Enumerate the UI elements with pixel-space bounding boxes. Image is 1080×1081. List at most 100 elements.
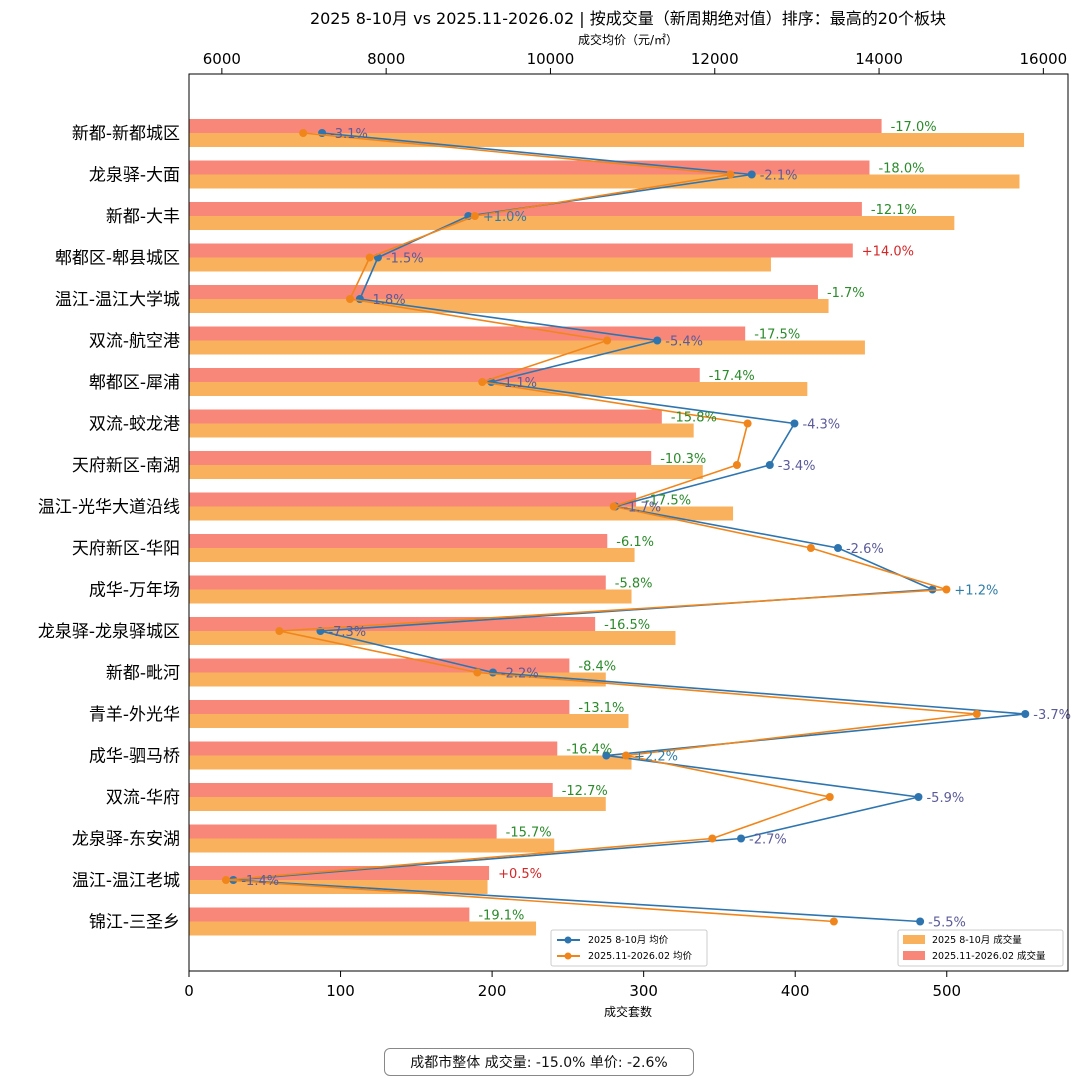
price-point-new [622,751,631,760]
price-point-new [829,917,838,926]
volume-change-label: -12.1% [871,203,917,218]
price-change-label: -7.3% [328,625,366,640]
price-point-old [790,419,799,428]
bar-old-volume [189,631,676,645]
price-point-new [806,544,815,552]
price-point-new [470,212,479,220]
legend-bars: 2025 8-10月 成交量 2025.11-2026.02 成交量 [897,929,1064,967]
category-label: 锦江-三圣乡 [89,913,180,933]
category-label: 天府新区-华阳 [72,539,180,559]
x2-tick-label: 8000 [367,50,405,68]
bar-new-volume [189,243,853,258]
volume-change-label: -8.4% [578,660,616,675]
bar-new-volume [189,907,470,922]
price-point-new [732,461,741,469]
price-point-new [346,295,355,303]
category-label: 郫都区-犀浦 [89,373,180,393]
bar-old-volume [189,589,632,604]
volume-change-label: -5.8% [615,577,653,592]
volume-change-label: -13.1% [578,701,624,716]
price-point-new [825,793,834,801]
volume-change-label: -17.4% [709,369,755,384]
price-point-old [833,544,842,552]
x-tick-label: 0 [184,982,194,1000]
price-change-label: +2.2% [634,750,678,765]
category-label: 新都-毗河 [106,664,180,684]
x-tick-label: 500 [932,982,961,1000]
price-point-old [488,668,497,677]
price-point-new [299,129,308,137]
category-label: 双流-华府 [106,788,180,808]
category-label: 成华-驷马桥 [89,747,180,767]
price-point-old [928,585,937,594]
bar-new-volume [189,741,558,756]
bar-new-volume [189,326,746,341]
price-point-new [603,336,612,345]
volume-change-label: -18.0% [878,162,924,177]
summary-box: 成都市整体 成交量: -15.0% 单价: -2.6% [384,1048,694,1076]
bar-new-volume [189,783,553,797]
bar-old-volume [189,506,734,521]
category-label: 温江-温江大学城 [55,290,180,310]
price-change-label: -5.5% [928,916,966,931]
bar-old-volume [189,921,537,936]
x-tick-label: 200 [478,982,507,1000]
bar-new-volume [189,575,606,590]
x-tick-label: 400 [781,982,810,1000]
category-labels: 新都-新都城区龙泉驿-大面新都-大丰郫都区-郫县城区温江-温江大学城双流-航空港… [38,124,180,933]
price-point-new [221,876,230,884]
category-label: 新都-大丰 [106,207,180,227]
price-change-label: -1.1% [499,376,537,391]
price-change-label: -2.2% [501,667,539,682]
price-change-label: -3.7% [1033,708,1071,723]
price-point-old [765,461,774,469]
bar-old-volume [189,133,1025,147]
price-point-old [653,336,662,345]
bar-old-volume [189,257,771,272]
volume-change-label: -15.7% [506,826,552,841]
price-change-label: -1.7% [623,501,661,516]
bar-layer [189,119,1025,936]
legend-bar-1: 2025 8-10月 成交量 [932,934,1022,946]
volume-change-label: -15.8% [671,411,717,426]
category-label: 青羊-外光华 [89,705,180,725]
x2-tick-label: 6000 [203,50,241,68]
x-axis-ticks: 0 100 200 300 400 500 [184,971,961,1000]
volume-change-label: -16.5% [604,618,650,633]
price-point-old [914,793,923,801]
x2-axis-label: 成交均价（元/㎡） [578,32,678,47]
category-label: 新都-新都城区 [72,124,180,144]
bar-old-volume [189,340,865,355]
price-change-label: -1.4% [241,874,279,889]
price-change-label: +1.0% [483,210,527,225]
volume-change-label: -17.0% [891,120,937,135]
volume-change-label: -17.5% [645,494,691,509]
price-change-label: +1.2% [954,584,998,599]
volume-change-label: +14.0% [862,245,914,260]
legend-lines: 2025 8-10月 均价 2025.11-2026.02 均价 [550,929,708,967]
price-change-label: -2.1% [760,169,798,184]
volume-change-label: -10.3% [660,452,706,467]
bar-new-volume [189,824,497,839]
bar-old-volume [189,548,635,562]
bar-new-volume [189,202,862,216]
legend-bar-2: 2025.11-2026.02 成交量 [932,950,1046,962]
price-change-label: -3.1% [330,127,368,142]
x2-tick-label: 16000 [1019,50,1067,68]
category-label: 温江-光华大道沿线 [38,498,180,518]
price-change-label: -1.8% [368,293,406,308]
price-point-new [365,253,374,262]
price-point-old [1021,710,1030,718]
bar-old-volume [189,797,606,811]
volume-change-label: -6.1% [616,535,654,550]
bar-new-volume [189,119,882,133]
bar-old-volume [189,838,555,853]
bar-old-volume [189,299,829,313]
bar-new-volume [189,285,818,299]
price-point-new [942,585,951,594]
volume-change-label: -1.7% [827,286,865,301]
price-point-old [602,751,611,760]
bar-new-volume [189,534,608,548]
price-change-label: -2.6% [846,542,884,557]
bar-new-volume [189,368,700,382]
